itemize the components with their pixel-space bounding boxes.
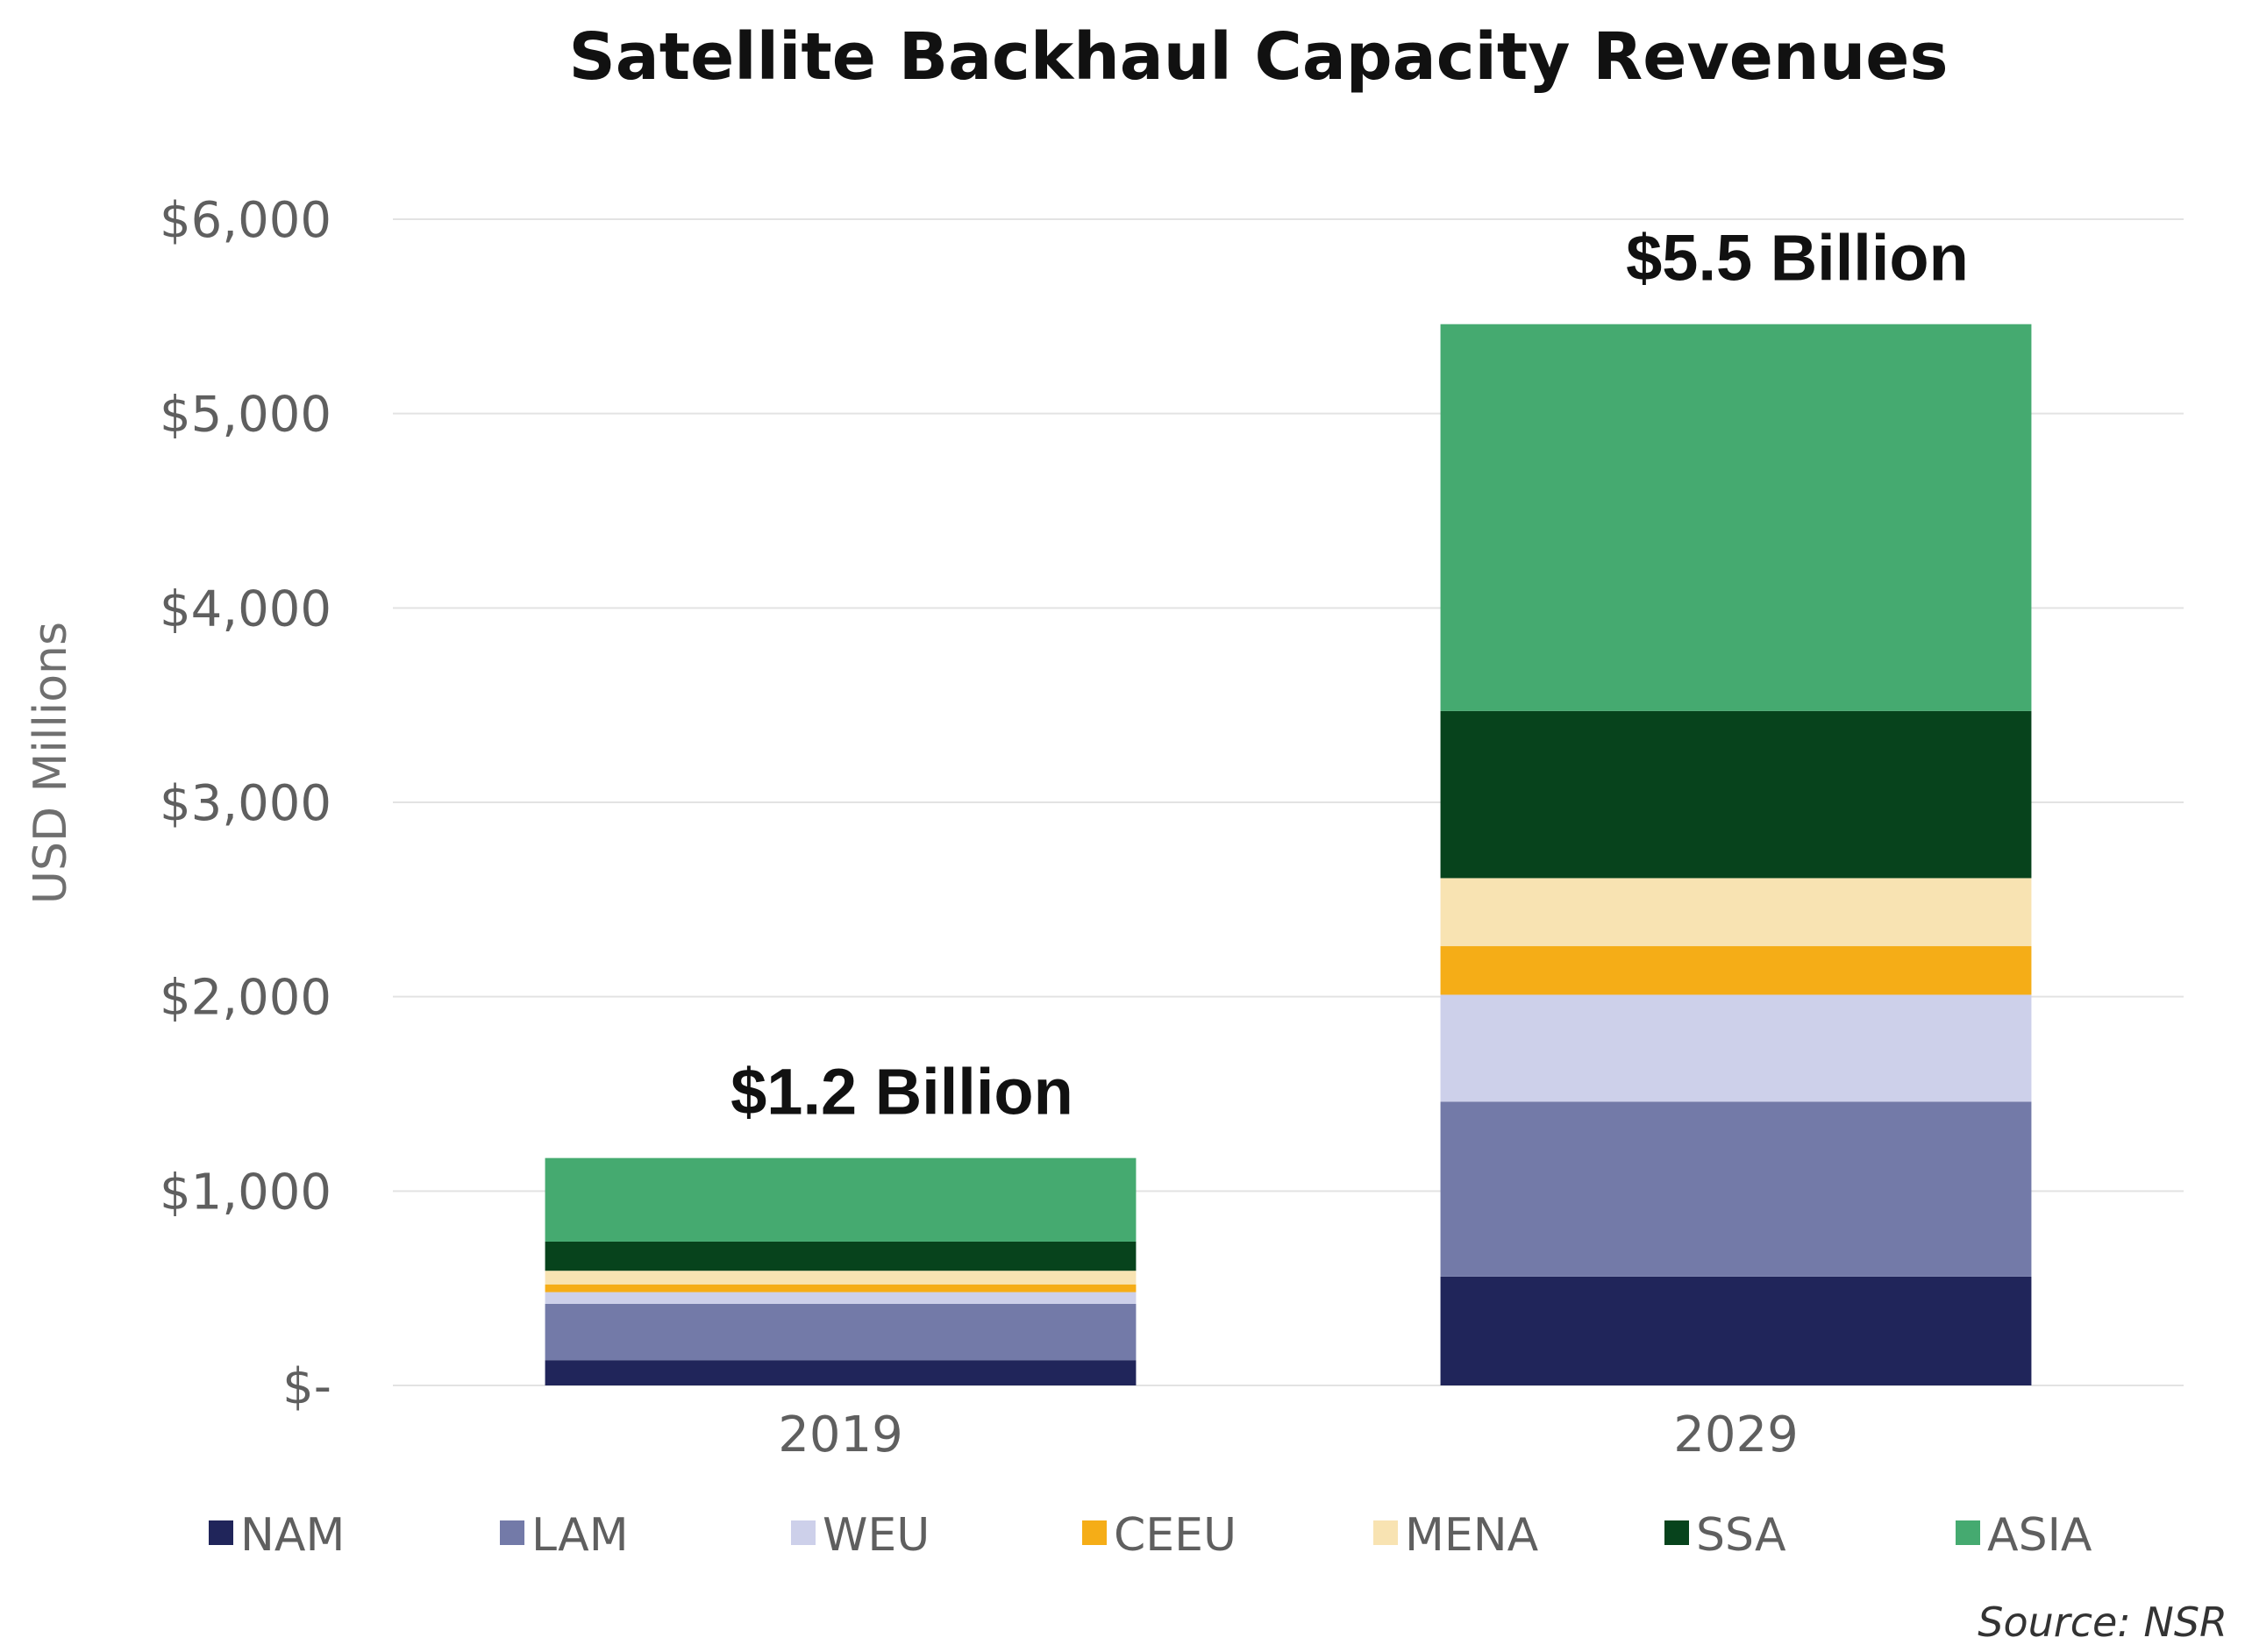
bar-segment-lam-2019 xyxy=(545,1303,1137,1361)
bar-segment-weu-2019 xyxy=(545,1292,1137,1304)
legend-item-nam: NAM xyxy=(209,1509,345,1562)
legend-label: MENA xyxy=(1405,1509,1539,1562)
bar-stacks xyxy=(545,324,2032,1385)
legend-swatch xyxy=(1373,1520,1398,1545)
bar-segment-asia-2019 xyxy=(545,1157,1137,1242)
bar-segment-mena-2019 xyxy=(545,1271,1137,1285)
y-tick-label: $2,000 xyxy=(160,970,331,1027)
legend-swatch xyxy=(1956,1520,1980,1545)
y-axis-label: USD Millions xyxy=(25,622,77,904)
legend-swatch xyxy=(1664,1520,1689,1545)
y-tick-label: $3,000 xyxy=(160,775,331,832)
bar-segment-nam-2019 xyxy=(545,1360,1137,1385)
bar-total-annotations: $1.2 Billion $5.5 Billion xyxy=(731,222,1969,1129)
legend-swatch xyxy=(1082,1520,1107,1545)
legend-label: WEU xyxy=(823,1509,930,1562)
legend-swatch xyxy=(209,1520,233,1545)
bar-total-annotation: $1.2 Billion xyxy=(731,1056,1073,1129)
legend-label: LAM xyxy=(531,1509,629,1562)
y-tick-label: $4,000 xyxy=(160,580,331,637)
bar-total-annotation: $5.5 Billion xyxy=(1626,222,1969,295)
x-axis-ticks: 2019 2029 xyxy=(778,1406,1799,1463)
x-tick-label: 2029 xyxy=(1673,1406,1799,1463)
bar-segment-ceeu-2019 xyxy=(545,1284,1137,1292)
bar-segment-ceeu-2029 xyxy=(1440,946,2032,995)
legend-label: ASIA xyxy=(1987,1509,2092,1562)
bar-segment-asia-2029 xyxy=(1440,324,2032,711)
legend-label: CEEU xyxy=(1114,1509,1237,1562)
legend-item-ceeu: CEEU xyxy=(1082,1509,1237,1562)
y-axis-ticks: $- $1,000 $2,000 $3,000 $4,000 $5,000 $6,000 xyxy=(160,192,331,1415)
source-note: Source: NSR xyxy=(1978,1599,2227,1646)
legend-label: SSA xyxy=(1696,1509,1786,1562)
x-tick-label: 2019 xyxy=(778,1406,903,1463)
y-tick-label: $6,000 xyxy=(160,192,331,249)
legend-swatch xyxy=(791,1520,816,1545)
legend: NAM LAM WEU CEEU MENA SSA ASIA xyxy=(209,1509,2092,1562)
y-tick-label: $- xyxy=(282,1358,331,1415)
chart-title: Satellite Backhaul Capacity Revenues xyxy=(568,19,1948,95)
y-tick-label: $1,000 xyxy=(160,1164,331,1221)
bar-segment-lam-2029 xyxy=(1440,1101,2032,1277)
legend-item-ssa: SSA xyxy=(1664,1509,1786,1562)
bar-segment-ssa-2019 xyxy=(545,1241,1137,1271)
y-tick-label: $5,000 xyxy=(160,387,331,444)
legend-item-mena: MENA xyxy=(1373,1509,1539,1562)
legend-swatch xyxy=(500,1520,524,1545)
bar-segment-nam-2029 xyxy=(1440,1276,2032,1385)
bar-segment-weu-2029 xyxy=(1440,994,2032,1102)
legend-label: NAM xyxy=(240,1509,345,1562)
legend-item-lam: LAM xyxy=(500,1509,629,1562)
bar-segment-ssa-2029 xyxy=(1440,710,2032,879)
bar-segment-mena-2029 xyxy=(1440,878,2032,947)
bar-stack-2019 xyxy=(545,1157,1137,1385)
bar-stack-2029 xyxy=(1440,324,2032,1385)
legend-item-weu: WEU xyxy=(791,1509,930,1562)
legend-item-asia: ASIA xyxy=(1956,1509,2092,1562)
